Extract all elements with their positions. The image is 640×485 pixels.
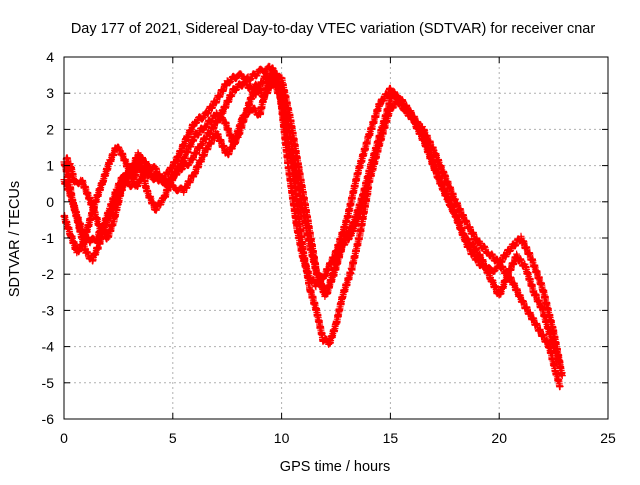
data-points (60, 62, 566, 391)
y-tick-label: 0 (46, 194, 54, 210)
y-tick-label: 2 (46, 121, 54, 137)
y-tick-label: -4 (42, 339, 55, 355)
y-tick-label: 4 (46, 49, 54, 65)
axis-ticks: 0 5 10 15 20 25 -6 -5 -4 -3 -2 -1 0 1 2 3 4 (42, 49, 616, 446)
y-tick-label: -3 (42, 302, 55, 318)
y-tick-label: 3 (46, 85, 54, 101)
x-axis-label: GPS time / hours (280, 459, 390, 475)
y-tick-label: 1 (46, 158, 54, 174)
y-tick-label: -6 (42, 411, 55, 427)
series-track-4 (62, 69, 564, 391)
y-axis-label: SDTVAR / TECUs (7, 181, 23, 297)
x-tick-label: 10 (274, 430, 290, 446)
x-tick-label: 25 (600, 430, 616, 446)
y-tick-label: -5 (42, 375, 55, 391)
x-tick-label: 15 (383, 430, 399, 446)
series-markers (62, 69, 564, 391)
x-tick-label: 5 (169, 430, 177, 446)
y-tick-label: -1 (42, 230, 55, 246)
chart-title: Day 177 of 2021, Sidereal Day-to-day VTE… (71, 21, 596, 37)
y-tick-label: -2 (42, 266, 55, 282)
x-tick-label: 20 (491, 430, 507, 446)
x-tick-label: 0 (60, 430, 68, 446)
